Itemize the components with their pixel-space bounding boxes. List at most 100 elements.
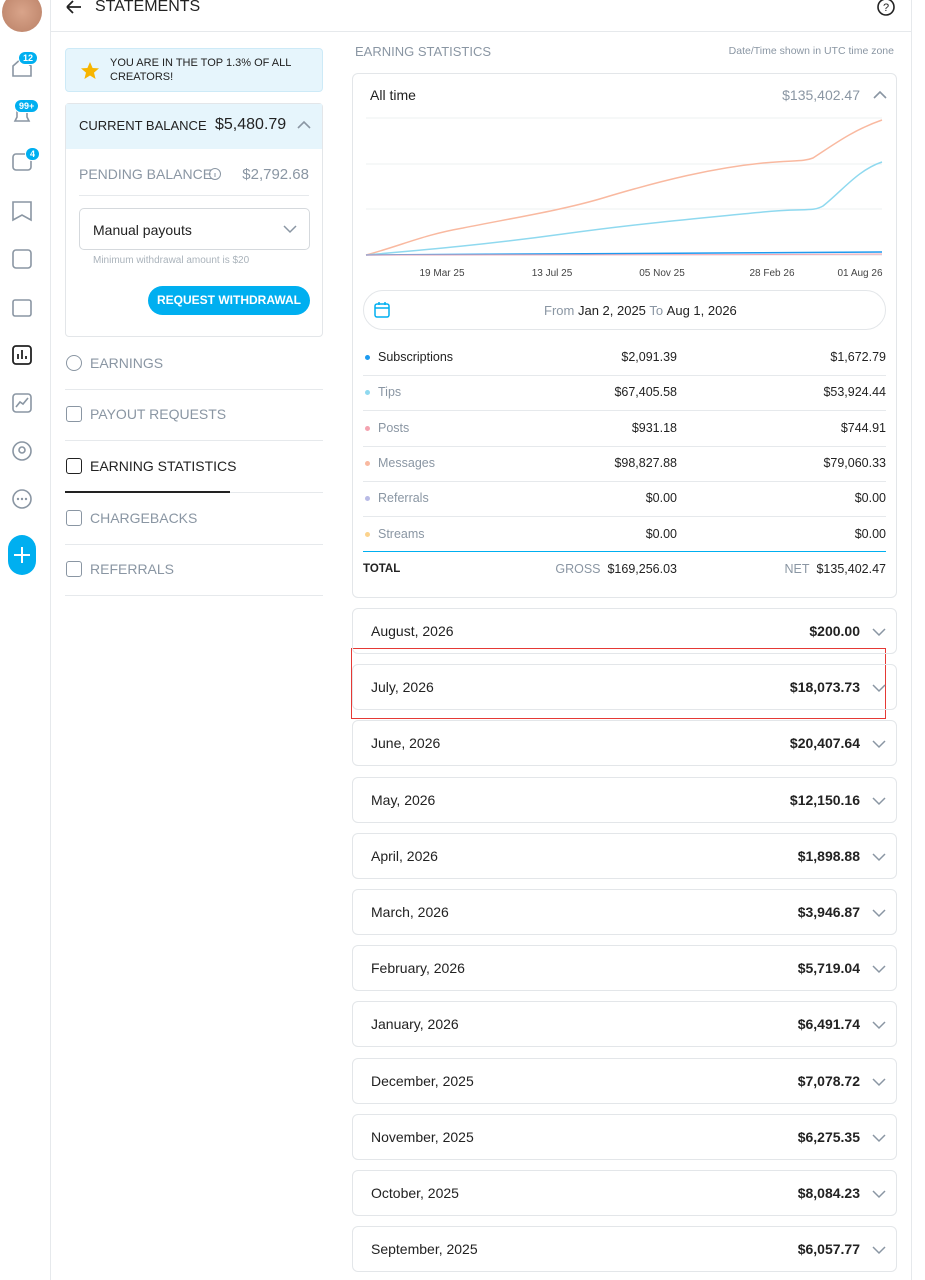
collapse-button[interactable] xyxy=(296,118,312,132)
nav-separator xyxy=(65,389,323,390)
month-row[interactable]: August, 2026 $200.00 xyxy=(352,608,897,654)
legend-dot xyxy=(365,460,370,466)
calendar-icon[interactable] xyxy=(10,295,34,319)
month-label: September, 2025 xyxy=(371,1241,478,1258)
badge: 4 xyxy=(25,147,41,161)
month-row[interactable]: February, 2026 $5,719.04 xyxy=(352,945,897,992)
nav-separator xyxy=(65,595,323,596)
month-label: August, 2026 xyxy=(371,623,454,639)
chevron xyxy=(872,797,886,805)
month-label: January, 2026 xyxy=(371,1016,459,1033)
expand-icon xyxy=(872,1078,886,1086)
nav-separator xyxy=(65,440,323,441)
nav-item[interactable]: CHARGEBACKS xyxy=(66,510,197,526)
month-row[interactable]: July, 2026 $18,073.73 xyxy=(352,664,897,711)
date-range[interactable]: From Jan 2, 2025 To Aug 1, 2026 xyxy=(363,290,886,330)
collapse-chart[interactable] xyxy=(872,88,888,102)
expand-icon xyxy=(872,1190,886,1199)
collections-icon[interactable] xyxy=(10,199,34,223)
stats-row: Messages $98,827.88 $79,060.33 xyxy=(363,446,886,482)
chevron xyxy=(872,1021,886,1030)
profile-icon[interactable] xyxy=(10,439,34,463)
month-row[interactable]: April, 2026 $1,898.88 xyxy=(352,832,897,879)
month-amount: $3,946.87 xyxy=(797,904,860,920)
help-button[interactable]: ? xyxy=(876,0,896,17)
top-creator-banner: YOU ARE IN THE TOP 1.3% OF ALL CREATORS! xyxy=(65,48,323,92)
chevron xyxy=(872,853,886,861)
month-row[interactable]: September, 2025 $6,057.77 xyxy=(352,1226,897,1273)
period-total: $135,402.47 xyxy=(782,87,860,103)
month-row[interactable]: December, 2025 $7,078.72 xyxy=(352,1057,897,1104)
month-row[interactable]: January, 2026 $6,491.74 xyxy=(352,1001,897,1048)
nav-item[interactable]: EARNING STATISTICS xyxy=(66,458,237,474)
month-amount: $20,407.64 xyxy=(789,735,860,752)
month-amount: $8,084.23 xyxy=(797,1185,860,1201)
nav-icon xyxy=(66,561,82,577)
new-post-button[interactable] xyxy=(8,535,36,575)
row-gross: $98,827.88 xyxy=(614,455,677,470)
chevron xyxy=(872,1134,886,1142)
month-label: May, 2026 xyxy=(371,791,436,808)
expand-icon xyxy=(872,740,886,749)
chevron xyxy=(872,740,886,749)
to-label: To xyxy=(649,303,664,318)
more-icon[interactable] xyxy=(10,487,34,511)
chevron xyxy=(872,684,886,693)
month-amount: $6,491.74 xyxy=(797,1016,860,1033)
pending-balance-label: PENDING BALANCE xyxy=(79,166,213,182)
row-gross: $0.00 xyxy=(645,491,677,506)
row-separator xyxy=(363,516,886,518)
month-row[interactable]: March, 2026 $3,946.87 xyxy=(352,889,897,935)
chevron xyxy=(872,1246,886,1255)
month-label: June, 2026 xyxy=(371,735,441,752)
row-name: Messages xyxy=(378,455,435,470)
section-title: EARNING STATISTICS xyxy=(355,44,492,59)
expand-icon xyxy=(872,1246,886,1255)
nav-icon xyxy=(66,355,82,371)
row-name: Streams xyxy=(378,526,425,541)
expand-icon xyxy=(872,1021,886,1030)
gross-label: GROSS xyxy=(555,562,601,576)
statistics-icon[interactable] xyxy=(10,391,34,415)
nav-icon xyxy=(66,458,82,474)
month-amount: $6,275.35 xyxy=(797,1128,860,1145)
month-row[interactable]: May, 2026 $12,150.16 xyxy=(352,776,897,823)
month-row[interactable]: June, 2026 $20,407.64 xyxy=(352,720,897,767)
messages-icon[interactable] xyxy=(10,151,34,175)
month-label: November, 2025 xyxy=(371,1128,474,1145)
nav-item[interactable]: REFERRALS xyxy=(66,561,174,577)
payout-select[interactable]: Manual payouts xyxy=(79,208,310,250)
avatar[interactable] xyxy=(2,0,42,32)
month-amount: $200.00 xyxy=(809,623,860,639)
row-net: $79,060.33 xyxy=(823,455,886,470)
month-label: April, 2026 xyxy=(371,847,438,864)
row-gross: $2,091.39 xyxy=(621,350,677,364)
chevron xyxy=(872,909,886,918)
month-amount: $7,078.72 xyxy=(797,1072,860,1089)
chevron xyxy=(872,1190,886,1199)
expand-icon xyxy=(872,965,886,974)
row-gross: $67,405.58 xyxy=(614,385,677,400)
badge: 12 xyxy=(18,51,39,65)
x-tick-label: 28 Feb 26 xyxy=(749,268,794,279)
month-row[interactable]: November, 2025 $6,275.35 xyxy=(352,1113,897,1160)
x-tick-label: 13 Jul 25 xyxy=(532,268,573,279)
month-row[interactable]: October, 2025 $8,084.23 xyxy=(352,1170,897,1216)
row-net: $0.00 xyxy=(854,526,886,541)
svg-text:?: ? xyxy=(883,2,889,14)
nav-item[interactable]: EARNINGS xyxy=(66,355,163,371)
request-withdrawal-button[interactable]: REQUEST WITHDRAWAL xyxy=(148,286,310,315)
vault-icon[interactable] xyxy=(10,247,34,271)
expand-icon xyxy=(872,909,886,918)
nav-separator xyxy=(65,544,323,545)
statements-icon[interactable] xyxy=(10,343,34,367)
back-button[interactable] xyxy=(64,0,84,16)
row-gross: $0.00 xyxy=(645,526,677,541)
current-balance: $5,480.79 xyxy=(215,116,287,133)
nav-item[interactable]: PAYOUT REQUESTS xyxy=(66,406,226,422)
stats-row: Referrals $0.00 $0.00 xyxy=(363,481,886,518)
expand-icon xyxy=(872,853,886,861)
chevron xyxy=(872,965,886,974)
main-border xyxy=(911,0,912,1280)
